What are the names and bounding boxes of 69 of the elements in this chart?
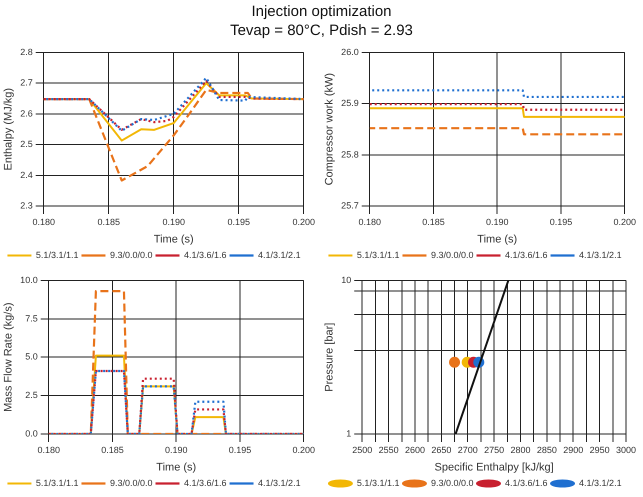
legend-label: 4.1/3.6/1.6 — [505, 250, 548, 260]
x-axis-title: Time (s) — [156, 461, 196, 474]
y-tick-label: 2.6 — [20, 108, 33, 118]
x-tick-label: 0.180 — [358, 216, 381, 227]
y-tick-label: 25.9 — [341, 98, 359, 108]
y-tick-label: 1 — [346, 428, 352, 438]
chart-title: Injection optimization — [250, 2, 393, 21]
legend-label: 9.3/0.0/0.0 — [110, 250, 153, 260]
legend-label: 9.3/0.0/0.0 — [430, 478, 474, 488]
y-tick-label: 26.0 — [341, 46, 359, 57]
x-tick-label: 2950 — [590, 444, 610, 455]
y-tick-label: 2.8 — [20, 46, 33, 57]
x-tick-label: 0.180 — [32, 216, 55, 227]
y-axis-title: Mass Flow Rate (kg/s) — [2, 302, 15, 412]
y-tick-label: 25.8 — [341, 149, 359, 160]
y-tick-label: 10 — [341, 274, 352, 285]
x-tick-label: 0.195 — [228, 444, 252, 455]
x-tick-label: 2650 — [431, 444, 452, 455]
x-tick-label: 0.200 — [292, 216, 316, 227]
y-tick-label: 5.0 — [25, 352, 38, 362]
x-tick-label: 2750 — [484, 444, 504, 455]
legend-label: 4.1/3.1/2.1 — [579, 250, 622, 260]
x-tick-label: 2800 — [510, 444, 530, 455]
y-tick-label: 0.0 — [25, 428, 38, 438]
x-tick-label: 0.185 — [422, 216, 445, 227]
y-tick-label: 7.5 — [25, 313, 38, 324]
x-tick-label: 0.195 — [227, 216, 250, 227]
x-tick-label: 0.190 — [486, 216, 508, 227]
legend-label: 5.1/3.1/1.1 — [36, 250, 78, 260]
x-axis-title: Specific Enthalpy [kJ/kg] — [434, 461, 554, 474]
legend-label: 5.1/3.1/1.1 — [356, 478, 400, 488]
y-tick-label: 2.4 — [20, 170, 33, 180]
x-tick-label: 2500 — [352, 444, 372, 455]
y-tick-label: 2.5 — [20, 139, 33, 150]
x-tick-label: 2600 — [404, 444, 425, 455]
y-tick-label: 2.3 — [20, 200, 33, 210]
x-tick-label: 0.185 — [101, 444, 124, 455]
x-tick-label: 0.185 — [97, 216, 120, 227]
x-tick-label: 3000 — [616, 444, 636, 455]
x-tick-label: 0.190 — [164, 444, 188, 455]
x-tick-label: 0.200 — [292, 444, 316, 455]
legend-label: 9.3/0.0/0.0 — [110, 478, 153, 488]
legend-label: 4.1/3.1/2.1 — [258, 478, 301, 488]
chart-subtitle: Tevap = 80°C, Pdish = 2.93 — [229, 21, 414, 40]
legend-label: 5.1/3.1/1.1 — [36, 478, 78, 488]
y-tick-label: 2.7 — [20, 78, 33, 88]
x-tick-label: 2900 — [563, 444, 584, 455]
x-tick-label: 2850 — [536, 444, 557, 455]
y-axis-title: Compressor work (kW) — [324, 72, 336, 186]
legend-label: 4.1/3.6/1.6 — [184, 250, 227, 260]
legend-label: 4.1/3.1/2.1 — [579, 478, 622, 488]
y-tick-label: 2.5 — [25, 390, 38, 400]
x-tick-label: 2700 — [458, 444, 478, 455]
x-tick-label: 0.195 — [550, 216, 572, 227]
x-tick-label: 2550 — [378, 444, 399, 455]
x-tick-label: 0.180 — [37, 444, 60, 455]
x-axis-title: Time (s) — [154, 233, 194, 246]
y-axis-title: Enthalpy (MJ/kg) — [2, 88, 15, 170]
legend-label: 9.3/0.0/0.0 — [430, 250, 474, 260]
x-tick-label: 0.200 — [613, 216, 636, 227]
x-tick-label: 0.190 — [162, 216, 185, 227]
legend-label: 4.1/3.1/2.1 — [258, 250, 301, 260]
legend-label: 4.1/3.6/1.6 — [184, 478, 227, 488]
x-axis-title: Time (s) — [477, 233, 518, 246]
legend-label: 4.1/3.6/1.6 — [505, 478, 548, 488]
y-tick-label: 10.0 — [20, 274, 38, 285]
legend-label: 5.1/3.1/1.1 — [356, 250, 400, 260]
y-tick-label: 25.7 — [341, 200, 359, 210]
y-axis-title: Pressure [bar] — [324, 322, 336, 392]
